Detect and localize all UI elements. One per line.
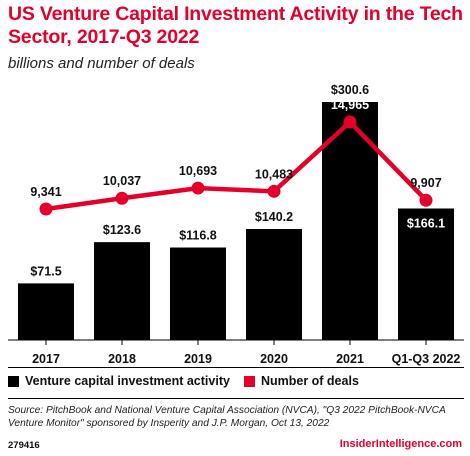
bar-value-label: $71.5 — [30, 264, 61, 278]
deals-point — [267, 184, 281, 198]
bar-value-label: $166.1 — [407, 216, 445, 230]
deals-point — [39, 202, 53, 216]
legend: Venture capital investment activity Numb… — [8, 374, 373, 388]
legend-label-deals: Number of deals — [260, 374, 359, 388]
source-note: Source: PitchBook and National Venture C… — [8, 405, 446, 429]
legend-divider — [8, 367, 464, 368]
bar-value-label: $116.8 — [179, 229, 217, 243]
bar-series — [18, 102, 454, 340]
deals-point — [343, 115, 357, 129]
deals-value-label: 10,693 — [179, 164, 217, 178]
bar-2019 — [170, 247, 226, 340]
deals-point — [419, 193, 433, 207]
bar-value-label: $140.2 — [255, 210, 293, 224]
x-tick-label: 2019 — [184, 352, 212, 366]
bar-value-label: $300.6 — [331, 83, 369, 97]
legend-swatch-deals — [243, 375, 255, 387]
x-axis-ticks: 2017 2018 2019 2020 2021 Q1-Q3 2022 — [8, 339, 464, 366]
x-tick-label: 2017 — [32, 352, 60, 366]
bar-2020 — [246, 228, 302, 340]
legend-label-vc: Venture capital investment activity — [25, 374, 230, 388]
chart-id: 279416 — [8, 440, 40, 451]
x-tick-label: 2020 — [260, 352, 288, 366]
brand-logo: InsiderIntelligence.com — [339, 438, 462, 450]
legend-swatch-vc — [8, 375, 19, 387]
chart-title: US Venture Capital Investment Activity i… — [8, 3, 463, 48]
deals-line-series — [39, 115, 433, 216]
deals-value-label: 10,037 — [103, 174, 141, 188]
deals-value-label: 14,965 — [331, 98, 369, 112]
bar-2017 — [18, 283, 74, 340]
deals-value-label: 9,341 — [30, 185, 61, 199]
deals-value-label: 10,483 — [255, 167, 293, 181]
chart-subtitle: billions and number of deals — [8, 55, 195, 72]
bar-2018 — [94, 242, 150, 340]
legend-item-vc: Venture capital investment activity — [8, 374, 230, 388]
data-labels: $71.5 $123.6 $116.8 $140.2 $300.6 $166.1 9,341… — [30, 83, 445, 278]
x-tick-label: Q1-Q3 2022 — [392, 352, 461, 366]
deals-line — [45, 119, 428, 212]
x-tick-label: 2018 — [108, 352, 136, 366]
bar-value-label: $123.6 — [103, 223, 141, 237]
bar-Q1-Q3 2022 — [398, 208, 454, 340]
deals-point — [115, 191, 129, 205]
x-tick-label: 2021 — [336, 352, 364, 366]
deals-value-label: 9,907 — [410, 176, 441, 190]
source-divider — [8, 398, 464, 399]
legend-item-deals: Number of deals — [243, 374, 359, 388]
deals-point — [191, 181, 205, 195]
